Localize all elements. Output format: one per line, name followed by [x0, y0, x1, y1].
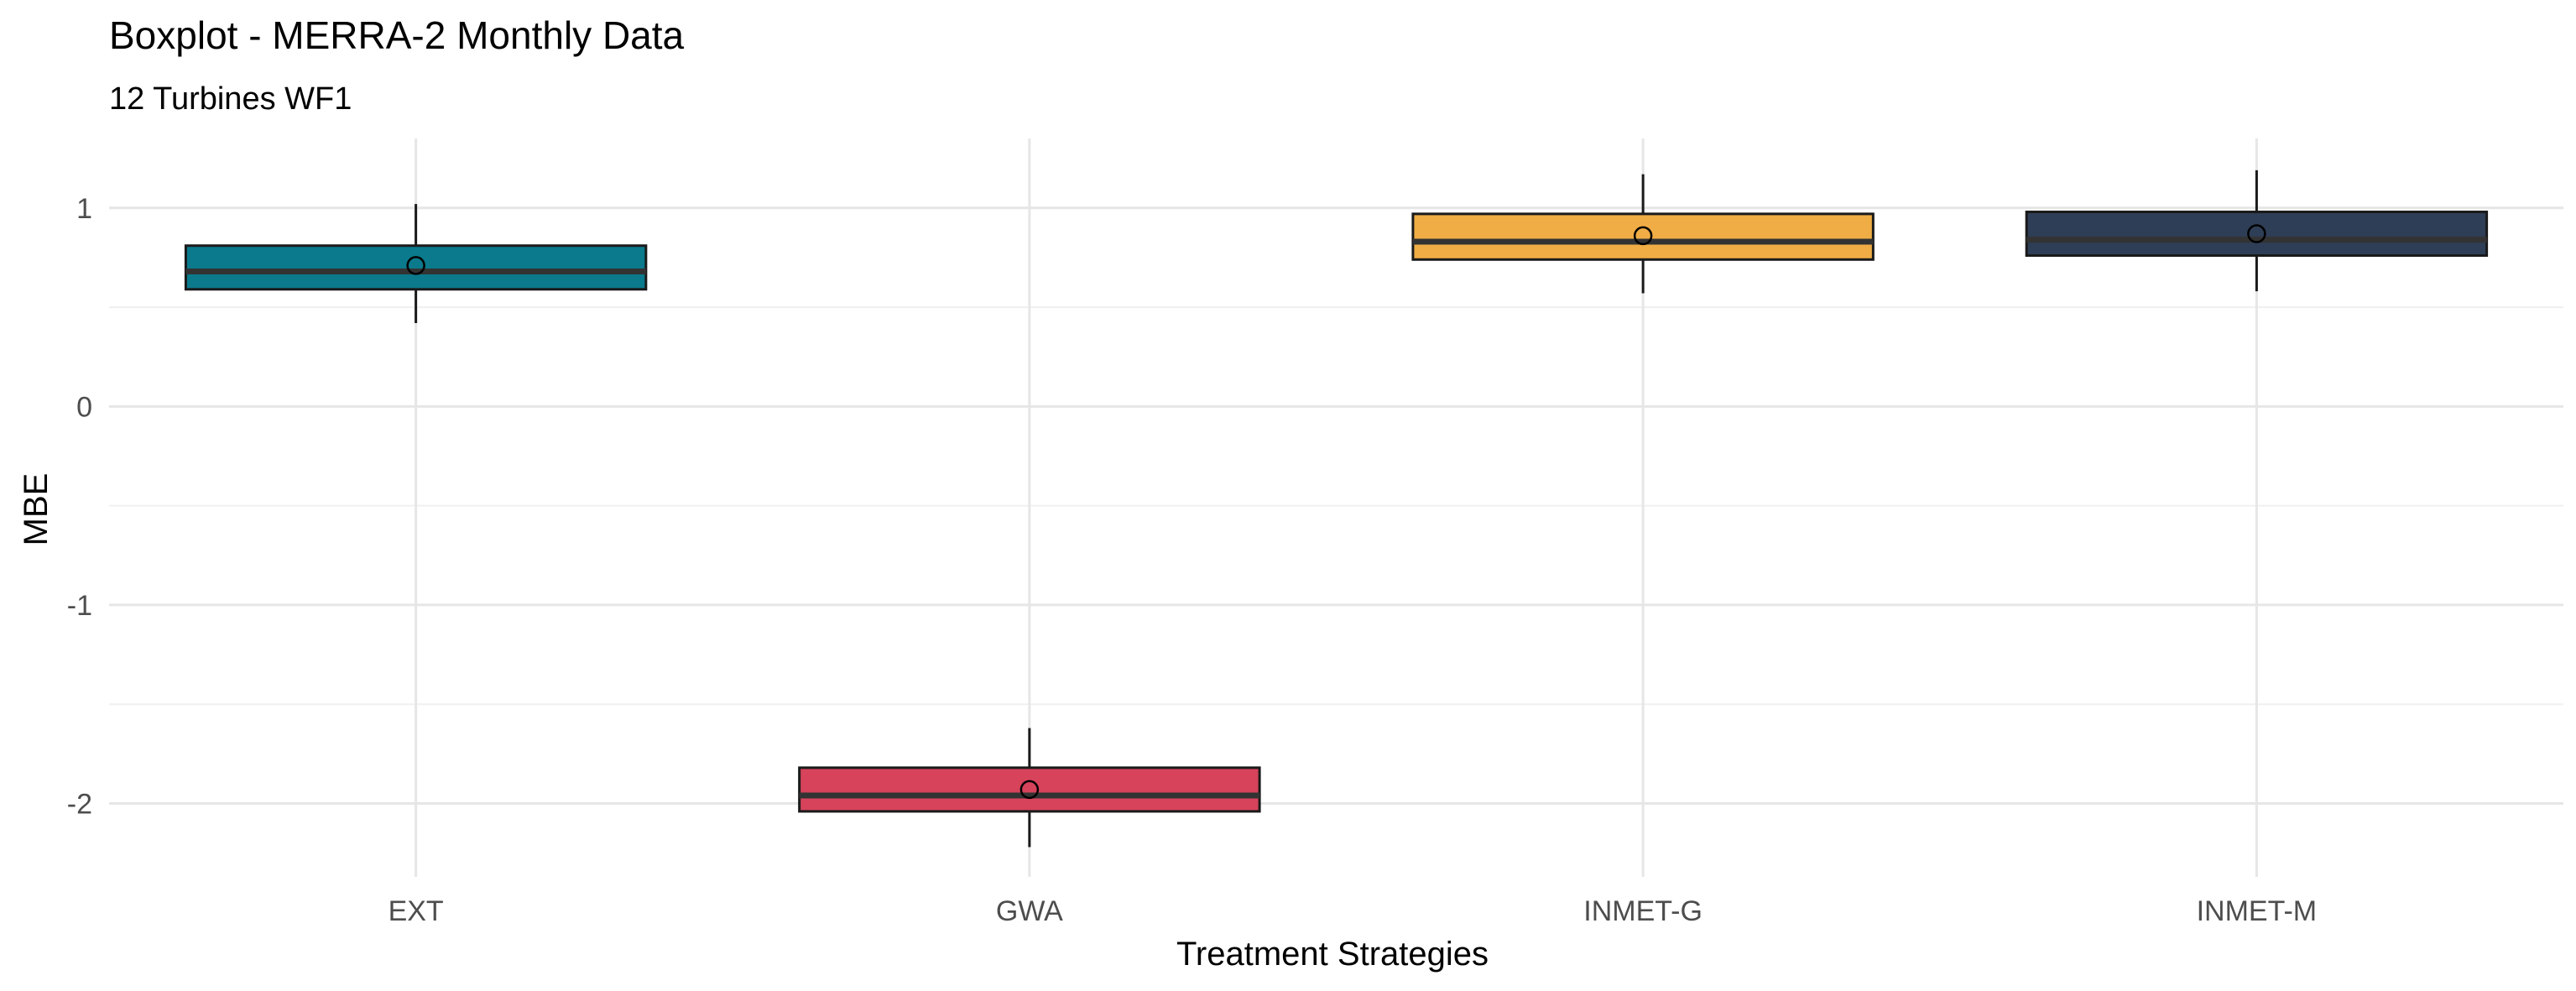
x-tick-label: INMET-M: [2197, 895, 2318, 927]
y-tick-label: 0: [76, 391, 92, 423]
x-tick-label: EXT: [388, 895, 444, 927]
box-gwa: [798, 728, 1261, 848]
axis-labels: -2 -1 0 1 EXT GWA INMET-G INMET-M: [67, 193, 2317, 927]
x-axis-title: Treatment Strategies: [1176, 936, 1489, 973]
chart-subtitle: 12 Turbines WF1: [109, 81, 352, 117]
box-inmet-g: [1411, 174, 1875, 294]
y-tick-label: -1: [67, 590, 92, 622]
x-tick-label: INMET-G: [1583, 895, 1703, 927]
x-tick-label: GWA: [996, 895, 1063, 927]
mean-point: [1019, 780, 1040, 800]
boxplot-marks: [184, 170, 2489, 848]
box-inmet-m: [2025, 170, 2489, 292]
box-iqr: [798, 766, 1261, 813]
box-iqr: [2025, 211, 2489, 258]
mean-point: [406, 256, 425, 275]
box-ext: [184, 204, 648, 323]
mean-point: [2247, 224, 2266, 243]
y-axis-title: MBE: [18, 473, 55, 546]
box-iqr: [1411, 212, 1875, 261]
box-iqr: [184, 244, 648, 291]
mean-point: [1633, 226, 1653, 246]
y-tick-label: -2: [67, 788, 92, 820]
chart-title: Boxplot - MERRA-2 Monthly Data: [109, 13, 685, 57]
y-tick-label: 1: [76, 193, 92, 225]
